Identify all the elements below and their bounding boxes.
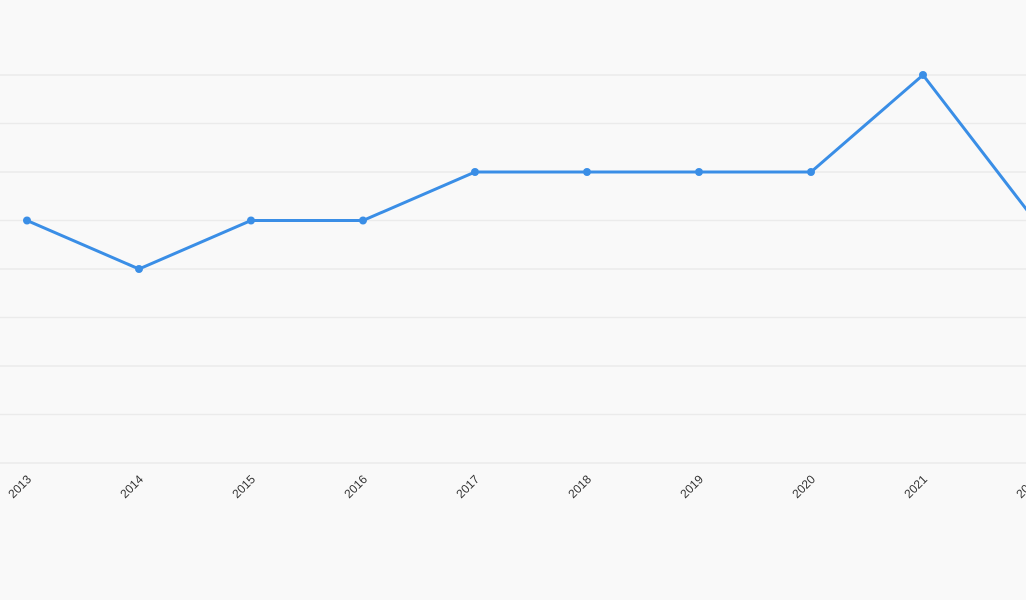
point: [247, 216, 255, 225]
x-tick-label: 2017: [453, 472, 482, 501]
x-tick-label: 2014: [117, 472, 146, 501]
x-tick-label: 2013: [5, 472, 34, 501]
point: [695, 168, 703, 176]
point: [919, 71, 927, 79]
line: [26, 73, 1026, 271]
point: [359, 216, 367, 225]
point: [23, 216, 31, 225]
point: [471, 168, 479, 176]
point: [583, 168, 591, 176]
x-tick-label: 2018: [565, 472, 594, 501]
point: [807, 168, 815, 176]
x-tick-label: 2016: [341, 472, 370, 501]
x-tick-label: 2019: [677, 472, 706, 501]
x-tick-label: 2021: [901, 472, 930, 501]
x-tick-label: 2020: [789, 472, 818, 501]
point: [135, 265, 143, 273]
x-tick-label: 2015: [229, 472, 258, 501]
x-tick-label: 2022: [1013, 472, 1026, 501]
